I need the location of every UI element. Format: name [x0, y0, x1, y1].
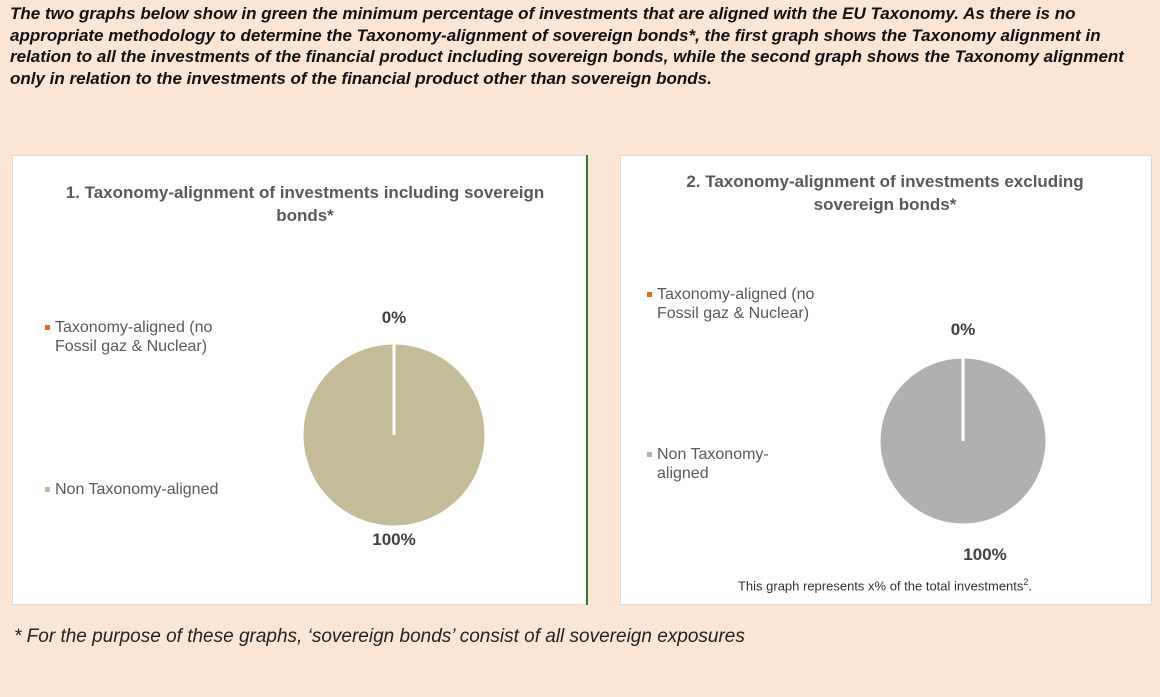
legend-marker — [647, 292, 652, 297]
legend-label: Non Taxonomy-aligned — [55, 481, 219, 498]
chart-panel — [12, 155, 588, 605]
legend-label: Taxonomy-aligned (no Fossil gaz & Nuclea… — [657, 286, 815, 322]
intro-text: The two graphs below show in green the m… — [10, 4, 1124, 88]
data-label: 100% — [963, 545, 1007, 564]
chart-panel — [620, 155, 1152, 605]
data-label: 100% — [372, 530, 416, 549]
chart-title: 1. Taxonomy-alignment of investments inc… — [65, 183, 545, 225]
legend-marker — [45, 487, 50, 492]
data-label: 0% — [950, 320, 976, 339]
data-label: 0% — [381, 308, 407, 327]
footnote: * For the purpose of these graphs, ‘sove… — [14, 626, 745, 647]
divider — [586, 155, 588, 605]
note-text: . — [1028, 578, 1033, 594]
legend-marker — [45, 325, 50, 330]
legend-label: Non Taxonomy-aligned — [657, 446, 769, 482]
note-text: 2 — [1023, 577, 1029, 587]
chart-note: This graph represents x% of the total in… — [738, 577, 1032, 593]
chart-title: 2. Taxonomy-alignment of investments exc… — [686, 172, 1084, 214]
note-text: This graph represents x% of the total in… — [737, 578, 1024, 594]
legend-label: Taxonomy-aligned (no Fossil gaz & Nuclea… — [55, 319, 213, 355]
legend-marker — [647, 452, 652, 457]
